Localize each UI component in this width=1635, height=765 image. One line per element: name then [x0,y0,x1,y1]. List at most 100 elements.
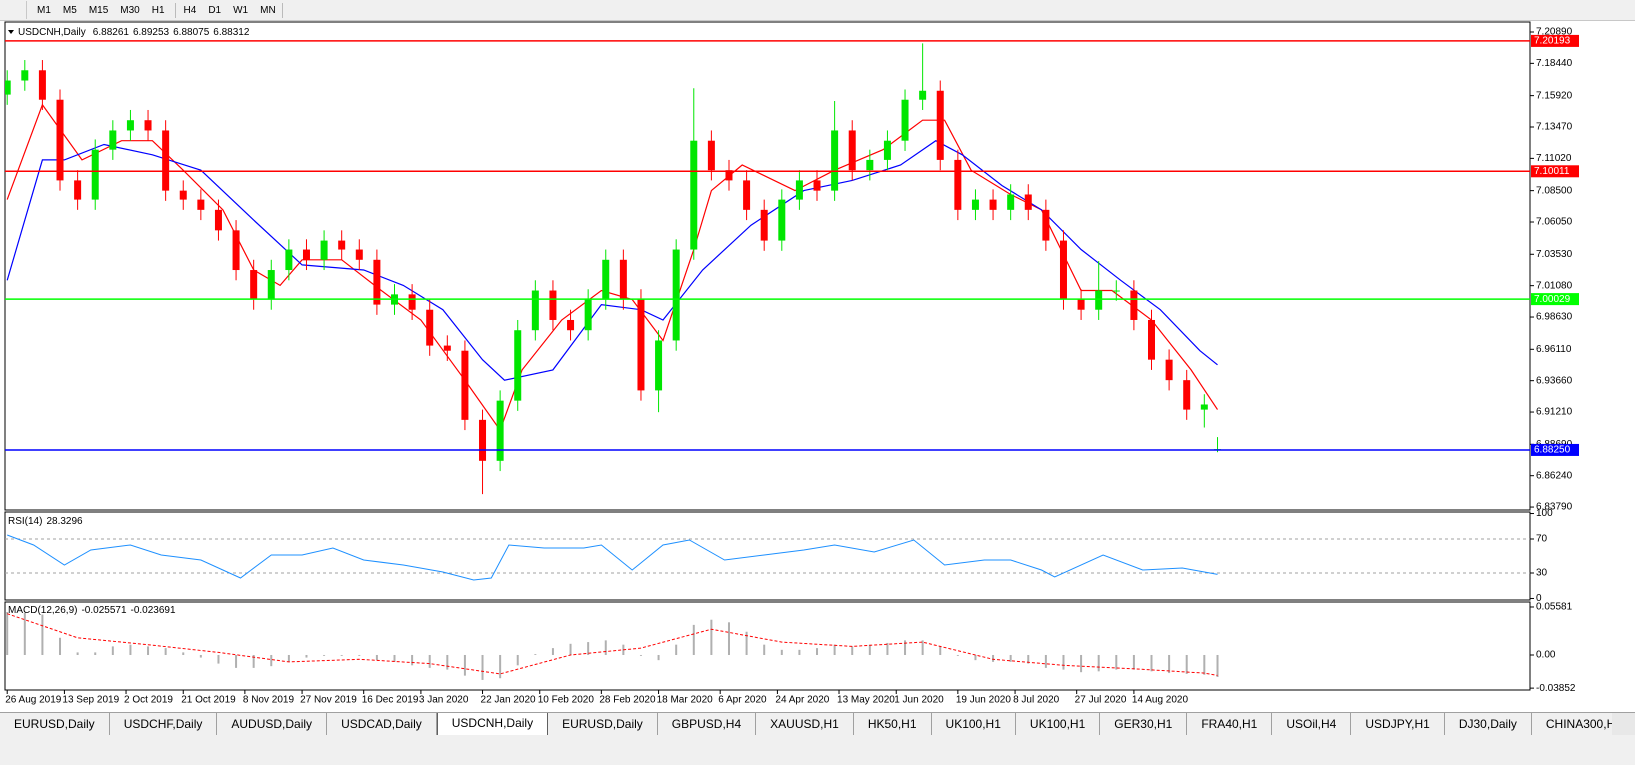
chart-tab[interactable]: GBPUSD,H4 [658,713,757,735]
macd-bar [199,654,202,658]
y-tick-label: 6.86240 [1536,470,1573,481]
x-tick-label: 21 Oct 2019 [181,695,236,706]
y-tick-label: 7.13470 [1536,122,1573,133]
chart-header: USDCNH,Daily 6.88261 6.89253 6.88075 6.88312 [18,27,250,38]
timeframe-button[interactable]: MN [254,2,283,18]
candle-body [285,249,293,271]
candle-body [1112,290,1120,292]
chart-tab[interactable]: EURUSD,Daily [548,713,658,735]
chart-window: 7.20890 7.18440 7.15920 7.13470 7.11020 7.085… [0,20,1635,712]
y-tick-label: 7.11020 [1536,153,1572,164]
macd-bar [1009,654,1012,662]
macd-value: -0.025571 [81,605,126,616]
macd-bar [217,654,220,664]
y-tick-label: 6.91210 [1536,407,1573,418]
timeframe-button[interactable]: M30 [120,4,140,16]
pane-plot [5,534,1530,581]
timeframe-button[interactable]: H4 [174,2,203,18]
candle-body [672,249,680,341]
timeframe-button[interactable]: M5 [62,4,77,16]
chart-tab[interactable]: USDJPY,H1 [1351,713,1445,735]
tab-scroll[interactable] [1612,712,1635,735]
x-tick-label: 19 Jun 2020 [956,695,1011,706]
price-level-tag [1531,165,1579,178]
macd-bar [358,654,361,656]
macd-bar [499,654,502,679]
chart-tab[interactable]: EURUSD,Daily [0,713,110,735]
ohlc-high: 6.89253 [133,27,170,38]
candle-body [74,180,82,200]
chart-tab[interactable]: DJ30,Daily [1445,713,1532,735]
y-tick-label: 7.06050 [1536,217,1573,228]
candle-body [549,290,557,320]
macd-bar [129,644,132,655]
candle-body [567,319,575,331]
cursor-tool[interactable] [0,1,27,19]
x-tick-label: 2 Oct 2019 [124,695,173,706]
candle-body [162,130,170,191]
pane-frame [4,21,1531,511]
candle-body [602,259,610,300]
y-tick-label: 0.05581 [1536,602,1573,613]
macd-bar [252,654,255,668]
macd-bar [1185,654,1188,674]
chart-tab[interactable]: USOil,H4 [1272,713,1352,735]
y-tick-label: 7.01080 [1536,280,1573,291]
macd-bar [1027,654,1030,664]
candle-body [443,345,451,351]
candle-body [126,120,134,131]
x-tick-label: 6 Apr 2020 [718,695,767,706]
timeframe-button[interactable]: H1 [151,4,165,16]
macd-bar [411,654,414,666]
candle-body [479,419,487,461]
candle-body [531,290,539,331]
candle-body [408,294,416,310]
macd-bar [956,654,959,656]
candle-body [1095,290,1103,310]
chart-tab[interactable]: CHINA300,H1 [1532,713,1635,735]
candle-body [461,350,469,420]
chart-tab[interactable]: XAUUSD,H1 [756,713,854,735]
x-tick-label: 24 Apr 2020 [775,695,829,706]
macd-bar [798,649,801,655]
candle-body [795,180,803,200]
macd-bar [1150,654,1153,672]
candle-body [707,140,715,171]
header-arrow [8,30,14,34]
chart-tab[interactable]: FRA40,H1 [1187,713,1273,735]
macd-bar [59,637,62,655]
candle-body [267,270,275,300]
price-level-label: 6.88250 [1534,445,1571,456]
chart-tab[interactable]: USDCNH,Daily [436,713,549,735]
chart-tab[interactable]: USDCAD,Daily [327,713,437,735]
pane-frame [4,601,1531,691]
macd-bar [235,654,238,668]
chart-tab[interactable]: UK100,H1 [932,713,1016,735]
candle-body [619,259,627,300]
macd-bar [939,646,942,655]
timeframe-button[interactable]: W1 [233,4,249,16]
timeframe-button[interactable]: M15 [88,4,109,16]
timeframe-button[interactable]: D1 [208,4,222,16]
candle-body [883,140,891,160]
x-tick-label: 22 Jan 2020 [481,695,536,706]
pane-frame [4,511,1531,601]
chart-tab[interactable]: GER30,H1 [1100,713,1188,735]
macd-bar [111,646,114,655]
timeframe-button[interactable]: M1 [37,4,51,16]
chart-tab[interactable]: UK100,H1 [1016,713,1101,735]
chart-tab[interactable]: HK50,H1 [854,713,932,735]
candle-body [778,199,786,241]
candle-body [1200,404,1208,410]
candle-body [144,120,152,131]
candle-body [21,70,29,81]
candle-body [954,159,962,210]
chart-tab[interactable]: USDCHF,Daily [110,713,218,735]
macd-bar [164,648,167,655]
candle-body [866,159,874,171]
macd-bar [94,652,97,655]
macd-bar [76,652,79,655]
chart-tab[interactable]: AUDUSD,Daily [217,713,328,735]
candle-body [919,90,927,100]
price-level-tag [1531,293,1579,306]
